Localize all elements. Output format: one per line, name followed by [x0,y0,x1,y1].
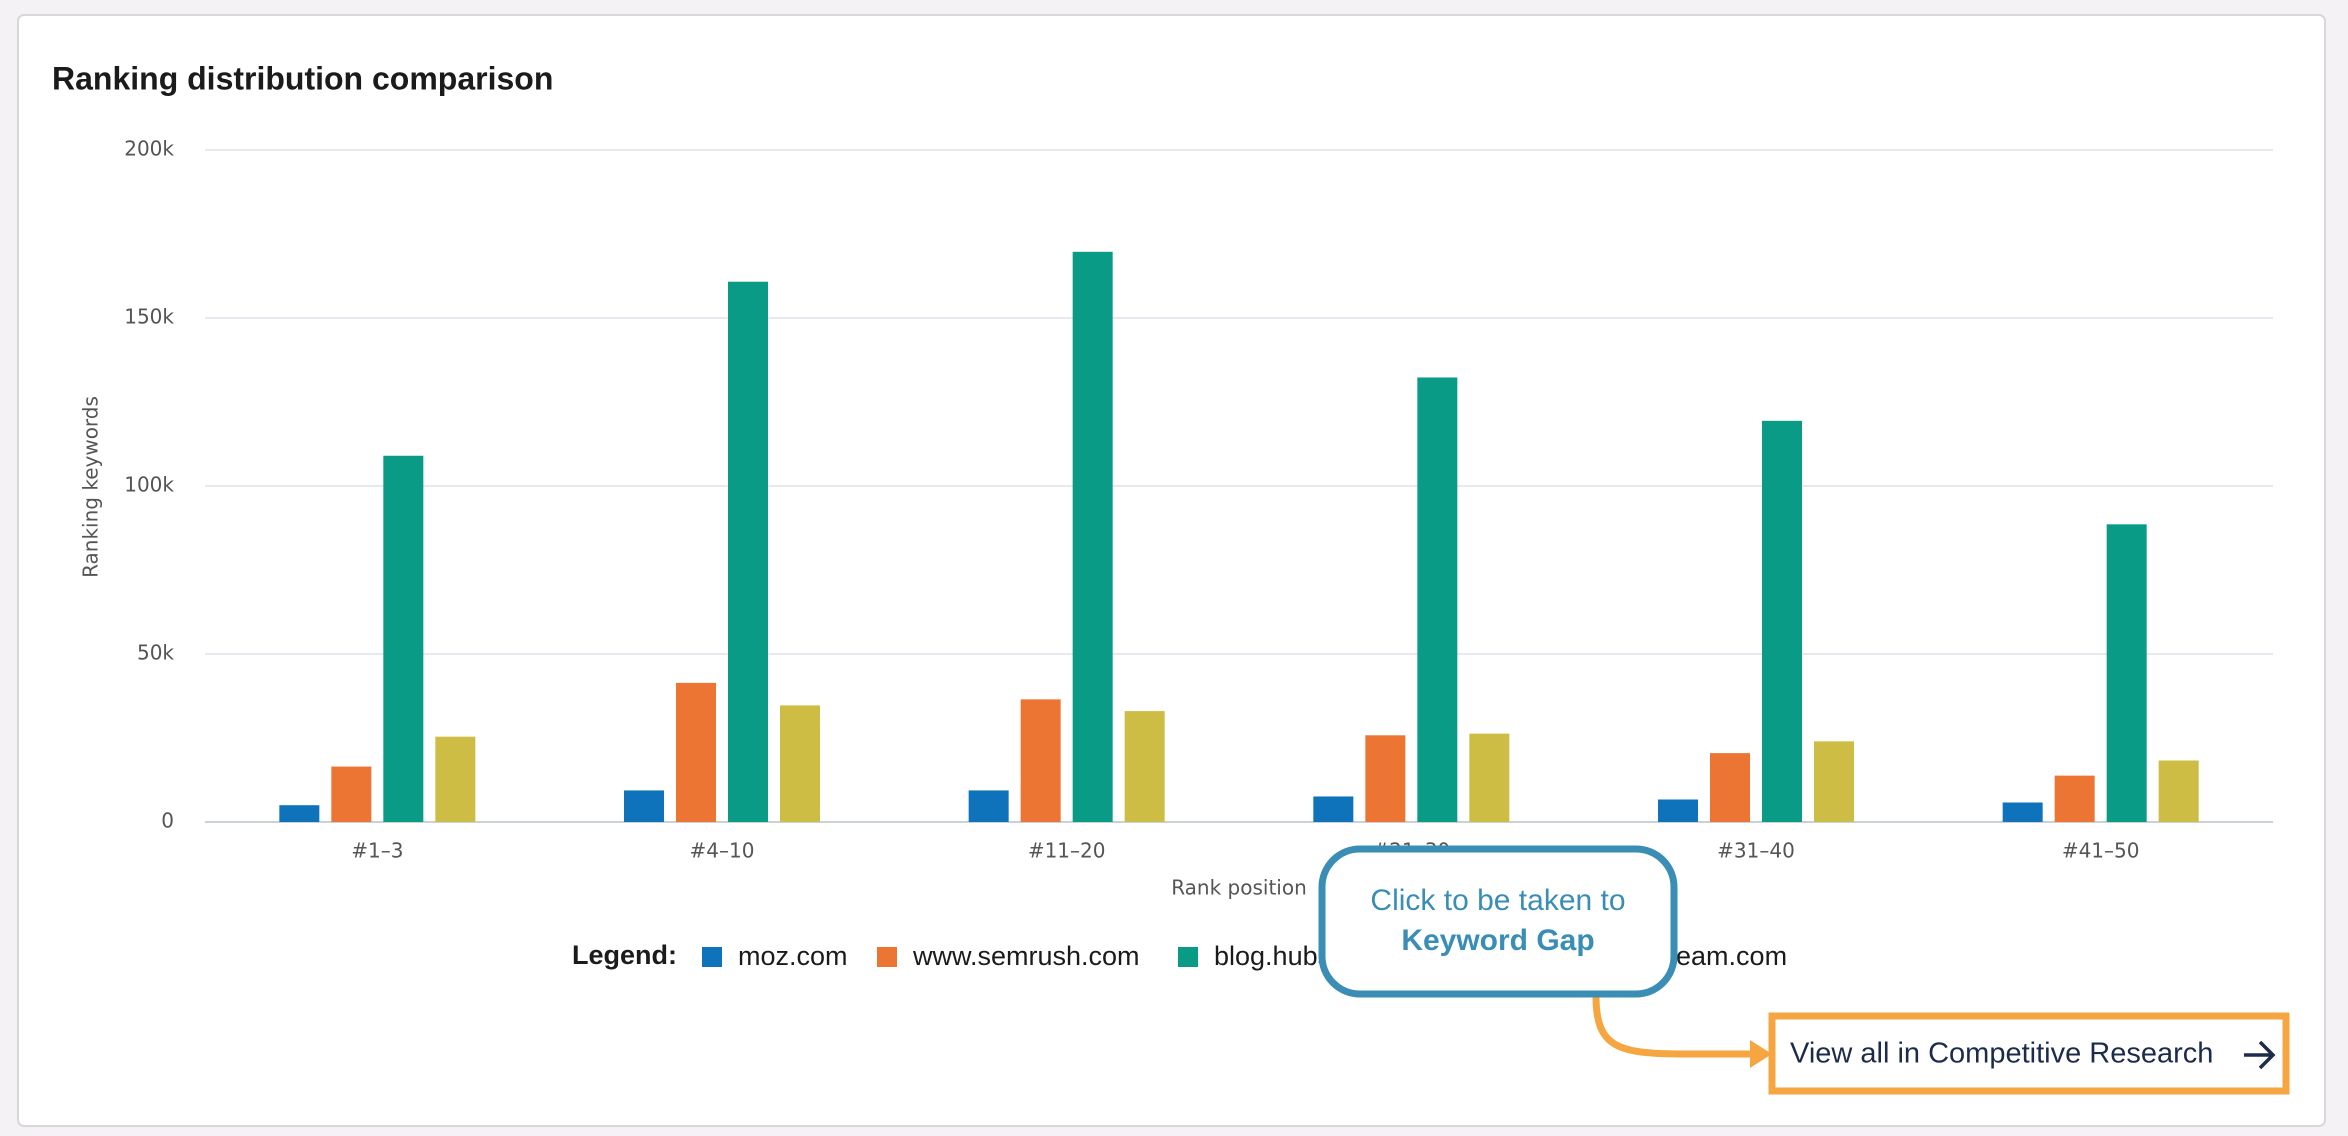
bar [1313,796,1354,822]
button-frame[interactable] [1768,1012,2290,1095]
y-axis-label: Ranking keywords [79,396,103,578]
y-tick-label: 150k [124,305,174,329]
chart-title: Ranking distribution comparison [52,60,553,96]
bar [968,790,1009,822]
y-tick-label: 0 [161,809,174,833]
callout [1318,845,1678,998]
plot: 050k100k150k200k#1–3#4–10#11–20#21–30#31… [124,137,2273,863]
button-label[interactable]: View all in Competitive Research [1790,1038,2213,1070]
bar [1072,251,1113,823]
x-tick-label: #4–10 [690,839,755,863]
bar [1710,753,1750,822]
legend-swatch [1178,947,1198,967]
callout-arrowhead [1750,1040,1772,1068]
bar [279,805,320,822]
bar [1124,711,1165,822]
bar [1814,741,1854,822]
bar [1762,420,1802,822]
x-tick-label: #1–3 [351,839,403,863]
bar [1365,735,1406,822]
bar [780,705,820,822]
bar [2002,802,2043,822]
bar [2158,760,2199,822]
bar [1469,733,1510,822]
bar [624,790,664,822]
legend-label: moz.com [738,941,848,971]
callout-arrow [1592,995,1755,1058]
card [17,14,2326,1127]
bar [728,281,768,822]
bar [331,766,372,822]
y-tick-label: 50k [137,641,174,665]
x-tick-label: #41–50 [2062,839,2140,863]
x-tick-label: #11–20 [1028,839,1106,863]
x-tick-label: #31–40 [1717,839,1795,863]
bar [435,736,476,822]
bar [383,455,424,822]
bar [1417,377,1458,822]
y-tick-label: 100k [124,473,174,497]
y-tick-label: 200k [124,137,174,161]
view-all-button[interactable]: View all in Competitive Research [1768,1012,2290,1095]
bar [1020,699,1061,822]
callout-text: Click to be taken to [1370,884,1625,917]
button-icon[interactable] [2244,1040,2276,1070]
legend-swatch [702,947,722,967]
x-axis-label: Rank position [1171,876,1307,900]
bar [2106,524,2147,822]
legend-label: www.semrush.com [912,941,1140,971]
bar [1658,799,1698,822]
legend-swatch [877,947,897,967]
callout-text: Keyword Gap [1401,924,1594,957]
bar [2054,775,2095,822]
legend-title: Legend: [572,940,677,970]
bar [676,682,716,822]
